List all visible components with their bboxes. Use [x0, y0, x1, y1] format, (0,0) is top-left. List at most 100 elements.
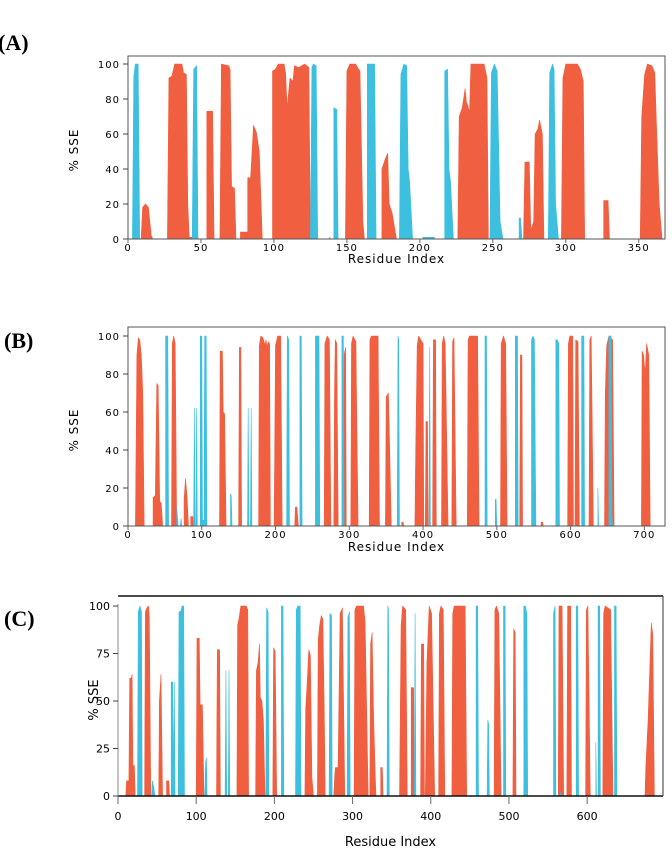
x-tick-label: 250 — [482, 243, 504, 254]
x-tick-label: 200 — [409, 243, 431, 254]
helix-area — [294, 506, 299, 527]
strand-area — [346, 611, 351, 797]
strand-area — [310, 63, 319, 240]
y-tick-label: 60 — [105, 408, 120, 419]
helix-area — [493, 605, 502, 797]
helix-area — [641, 343, 651, 527]
helix-area — [206, 111, 215, 240]
helix-area — [401, 521, 405, 527]
strand-area — [333, 107, 339, 240]
helix-area — [258, 335, 271, 527]
helix-area — [523, 119, 545, 240]
x-tick-label: 300 — [338, 530, 360, 541]
strand-area — [523, 605, 529, 797]
strand-area — [444, 69, 454, 240]
helix-area — [512, 628, 517, 797]
x-tick-label: 100 — [191, 530, 213, 541]
helix-area — [238, 347, 242, 527]
y-tick-label: 50 — [96, 695, 110, 708]
strand-area — [396, 335, 400, 527]
helix-area — [255, 643, 266, 797]
helix-area — [381, 153, 397, 240]
y-tick-label: 80 — [105, 95, 120, 106]
x-tick-label: 600 — [577, 810, 598, 823]
helix-area — [432, 339, 437, 527]
strand-area — [224, 670, 231, 797]
helix-area — [333, 339, 339, 527]
x-tick-label: 150 — [336, 243, 358, 254]
y-tick-label: 0 — [113, 235, 120, 246]
helix-area — [171, 335, 177, 527]
strand-area — [137, 605, 143, 797]
x-tick-label: 50 — [194, 243, 209, 254]
y-axis-title: % SSE — [87, 679, 102, 720]
x-tick-label: 500 — [486, 530, 508, 541]
x-tick-label: 400 — [420, 810, 441, 823]
strand-area — [200, 335, 208, 527]
strand-area — [247, 407, 253, 527]
helix-area — [219, 350, 227, 527]
strand-area — [165, 335, 169, 527]
helix-area — [216, 649, 221, 797]
strand-area — [514, 335, 519, 527]
x-axis-title: Residue Index — [348, 540, 445, 554]
y-tick-label: 75 — [96, 648, 110, 661]
chart-panel-a: 0 20 40 60 80 100 0 50 100 150 200 250 300 350 Residue… — [67, 55, 666, 266]
strand-area — [170, 681, 176, 797]
strand-area — [132, 63, 140, 240]
strand-area — [547, 63, 559, 240]
y-tick-label: 80 — [105, 370, 120, 381]
x-tick-label: 350 — [628, 243, 650, 254]
helix-area — [353, 605, 369, 797]
helix-area — [158, 674, 163, 797]
strand-area — [428, 347, 431, 527]
y-tick-label: 25 — [96, 743, 110, 756]
strand-area — [204, 757, 208, 797]
strand-area — [230, 493, 233, 527]
strand-area — [475, 605, 479, 797]
strand-area — [386, 605, 390, 797]
helix-area — [585, 605, 591, 797]
helix-area — [602, 605, 614, 797]
helix-area — [424, 421, 429, 527]
helix-area — [380, 767, 384, 797]
helix-area — [135, 337, 145, 527]
helix-area — [385, 392, 392, 527]
x-axis-title: Residue Index — [345, 835, 437, 850]
plot-frame — [127, 55, 666, 240]
y-tick-label: 60 — [105, 130, 120, 141]
helix-area — [144, 605, 152, 797]
helix-area — [350, 335, 359, 527]
helix-area — [420, 643, 425, 797]
strand-area — [575, 605, 579, 797]
helix-area — [240, 125, 263, 240]
x-tick-label: 600 — [560, 530, 582, 541]
helix-area — [140, 203, 154, 240]
panel-label-b: (B) — [4, 328, 34, 353]
strand-area — [341, 335, 345, 527]
helix-area — [540, 521, 544, 527]
helix-area — [414, 335, 425, 527]
strand-area — [494, 499, 498, 527]
helix-area — [441, 335, 449, 527]
helix-area — [500, 335, 508, 527]
helix-area — [519, 354, 523, 527]
y-tick-label: 100 — [89, 600, 110, 613]
helix-area — [166, 780, 170, 797]
helix-area — [195, 637, 205, 797]
panel-label-c: (C) — [4, 606, 35, 631]
y-tick-label: 0 — [103, 790, 110, 803]
chart-panel-c: 0 25 50 75 100 0 100 200 300 400 500 600 Residue Ind… — [87, 595, 664, 850]
helix-area — [272, 647, 278, 797]
y-tick-label: 40 — [105, 446, 120, 457]
helix-area — [368, 335, 380, 527]
helix-area — [273, 335, 283, 527]
helix-area — [466, 335, 480, 527]
x-tick-label: 400 — [412, 530, 434, 541]
x-tick-label: 0 — [124, 243, 131, 254]
x-axis-title: Residue Index — [348, 252, 445, 266]
strand-area — [503, 605, 507, 797]
strand-area — [366, 63, 377, 240]
helix-area — [457, 63, 489, 240]
strand-area — [177, 605, 185, 797]
